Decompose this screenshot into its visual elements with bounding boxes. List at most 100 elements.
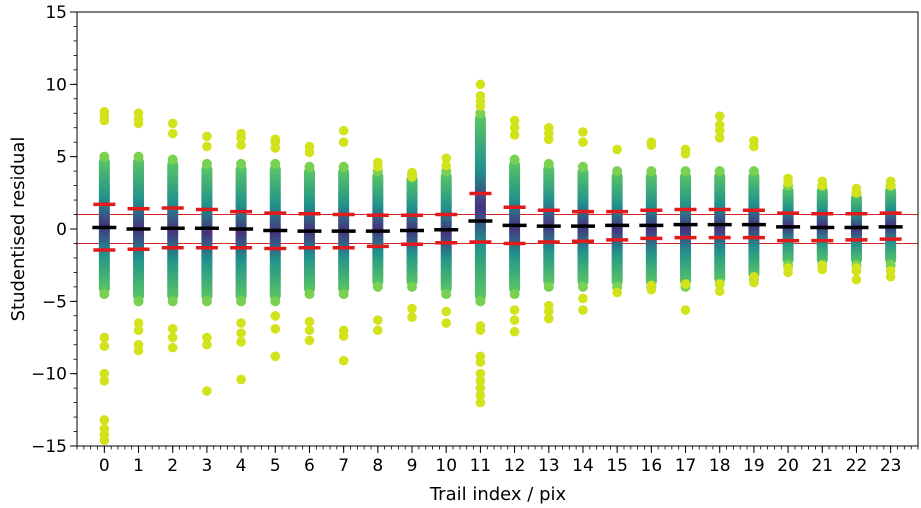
residual-point [373,325,383,336]
residual-band [167,159,179,302]
residual-point [475,325,486,336]
residual-point [236,337,246,347]
residual-point [201,158,212,169]
residual-point [202,339,212,350]
residual-point [99,368,110,379]
y-tick-label: 5 [56,148,67,168]
x-tick-label: 7 [338,456,349,476]
residual-point [851,274,862,285]
residual-point [475,296,486,307]
residual-point [475,108,486,119]
residual-point [714,166,725,177]
x-tick-label: 3 [201,456,212,476]
residual-band [714,171,726,284]
residual-point [270,324,281,334]
residual-point [543,122,554,133]
residual-point [372,281,383,292]
y-axis-label: Studentised residual [8,137,29,322]
x-tick-label: 9 [407,456,418,476]
residual-point [851,183,862,194]
y-tick-label: 0 [56,220,67,240]
axes: 0 1 2 3 4 5 6 7 8 9 10 11 12 13 14 15 16 17 18 19 20 21 22 23−1… [31,3,919,476]
residual-point [338,137,349,147]
residual-point [270,296,281,307]
residual-point [577,281,588,292]
residual-point [99,435,110,446]
x-tick-label: 12 [504,456,526,476]
residual-point [99,376,110,386]
residual-point [714,286,725,297]
residual-point [304,161,315,172]
residual-point [749,277,759,288]
residual-band [611,171,623,287]
residual-band [201,163,213,302]
x-tick-label: 10 [435,456,457,476]
residual-point [680,305,691,315]
residual-point [99,151,110,162]
x-tick-label: 1 [133,456,144,476]
residual-point [475,383,486,393]
residual-point [612,166,623,177]
residual-point [612,144,622,155]
residual-point [167,342,178,353]
residual-band [269,163,281,302]
x-tick-label: 14 [572,456,594,476]
residual-point [133,325,144,336]
x-tick-label: 19 [743,456,765,476]
residual-point [270,351,281,362]
residual-band [474,113,486,302]
x-tick-label: 17 [675,456,697,476]
x-axis-label: Trail index / pix [429,484,567,505]
residual-point [543,306,554,317]
residual-point [373,157,383,168]
residual-point [885,176,896,187]
residual-point [441,306,452,317]
residual-point [133,108,144,119]
residual-point [202,386,212,396]
residual-point [270,311,281,321]
residual-band [645,171,657,287]
residual-point [304,335,315,346]
residual-point [338,125,349,136]
residual-point [407,303,417,314]
residual-point [680,166,691,177]
x-tick-label: 4 [236,456,247,476]
residual-point [167,128,178,139]
residual-band [235,163,247,302]
residual-point [475,357,486,367]
residual-point [441,318,452,328]
residual-band [680,171,692,287]
residual-point [509,315,520,325]
residual-band [372,171,384,287]
residual-point [817,264,828,275]
residual-point [885,271,896,282]
y-tick-label: −15 [31,437,67,457]
residual-point [133,151,144,162]
y-tick-label: 10 [45,75,67,95]
residual-point [577,161,588,172]
residual-point [99,107,110,117]
residual-point [304,289,315,300]
residual-point [202,332,212,343]
residual-point [338,355,349,366]
residual-point [236,296,247,307]
residual-point [509,122,520,133]
residual-point [441,153,452,163]
residual-point [509,130,520,140]
residual-point [475,376,486,386]
x-tick-label: 2 [167,456,178,476]
residual-point [373,315,383,325]
residual-point [578,127,588,137]
residual-point [167,296,178,307]
residual-point [543,281,554,292]
residual-point [270,134,281,145]
residual-point [509,305,520,315]
residual-point [680,144,691,155]
residual-point [167,324,178,334]
residual-point [99,289,110,300]
y-tick-label: −10 [31,365,67,385]
residual-point [783,173,793,184]
x-tick-label: 23 [880,456,902,476]
residual-point [714,279,725,289]
